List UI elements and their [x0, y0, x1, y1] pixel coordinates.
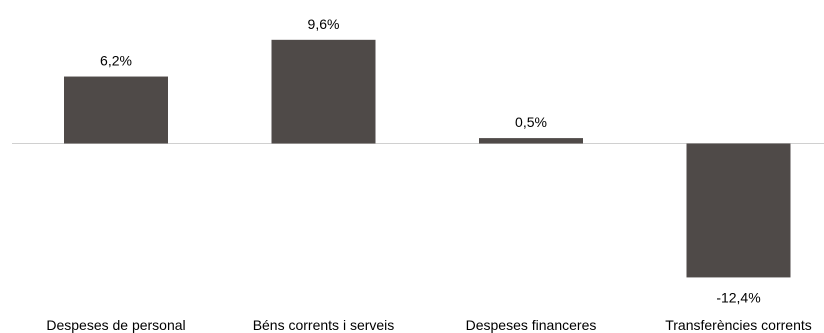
bars	[64, 39, 791, 278]
bar-3	[686, 143, 791, 278]
category-label-0: Despeses de personal	[46, 317, 185, 333]
value-labels: 6,2% 9,6% 0,5% -12,4%	[100, 16, 761, 306]
category-labels: Despeses de personal Béns corrents i serv…	[46, 317, 811, 333]
bar-1	[271, 39, 376, 144]
category-label-2: Despeses financeres	[466, 317, 597, 333]
bar-0	[64, 76, 168, 144]
category-label-1: Béns corrents i serveis	[253, 317, 395, 333]
value-label-1: 9,6%	[308, 16, 340, 32]
bar-2	[479, 138, 583, 144]
value-label-3: -12,4%	[716, 289, 760, 305]
category-label-3: Transferències corrents	[665, 317, 812, 333]
value-label-2: 0,5%	[515, 114, 547, 130]
value-label-0: 6,2%	[100, 53, 132, 69]
